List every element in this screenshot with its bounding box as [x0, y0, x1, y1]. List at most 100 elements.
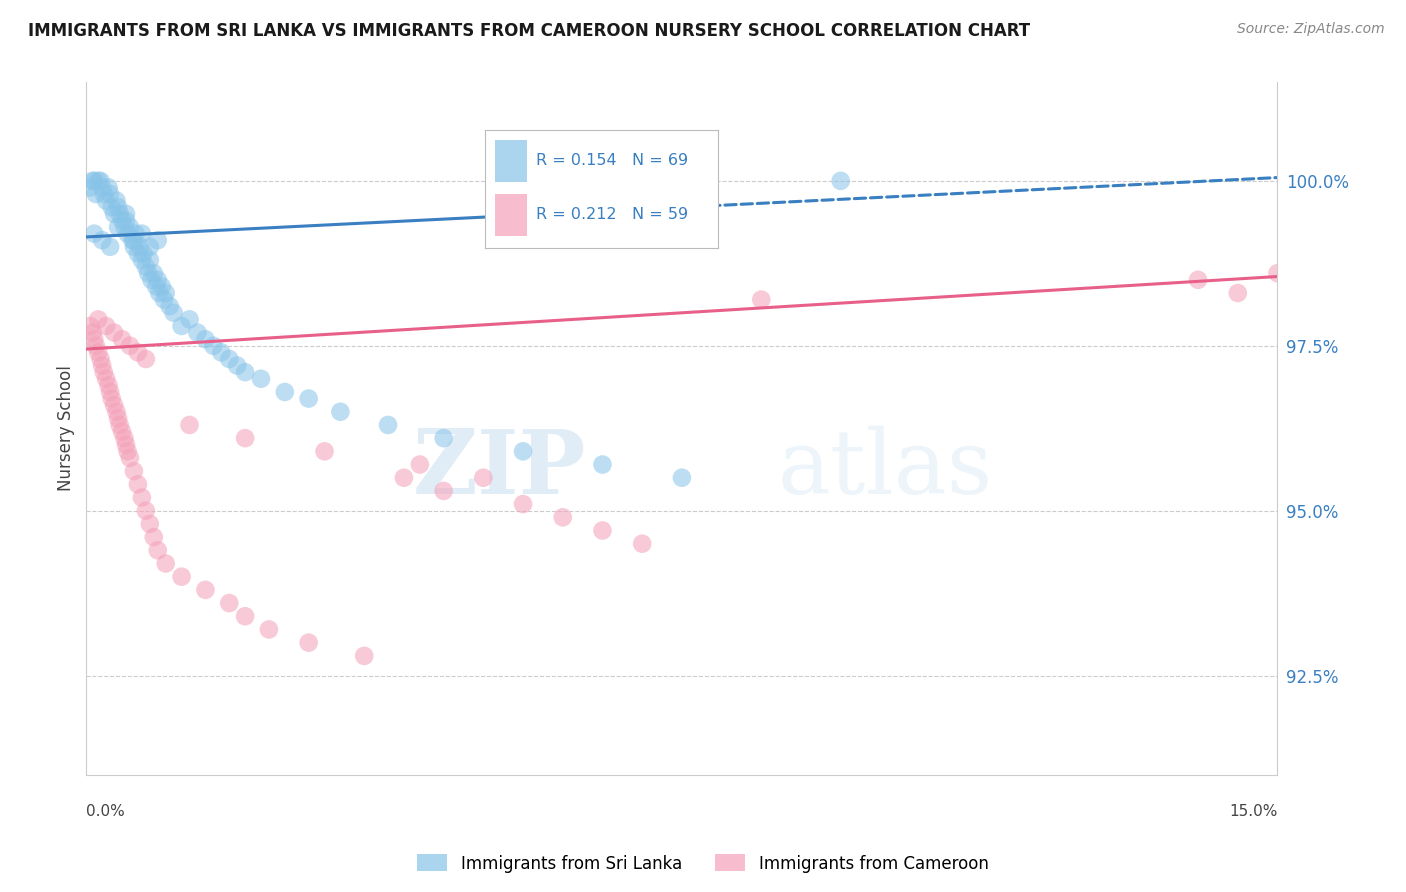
Point: [274, 384, 297, 399]
Text: ZIP: ZIP: [413, 426, 586, 513]
Point: [83, 174, 105, 188]
Point: [145, 279, 167, 293]
Point: [592, 458, 614, 472]
Point: [226, 359, 249, 373]
Point: [1187, 273, 1209, 287]
Point: [79, 180, 101, 194]
Point: [163, 306, 186, 320]
Point: [103, 207, 125, 221]
Point: [129, 240, 152, 254]
Point: [122, 233, 145, 247]
Point: [146, 273, 169, 287]
Point: [111, 332, 134, 346]
Point: [87, 174, 110, 188]
Point: [146, 233, 169, 247]
Point: [148, 285, 170, 300]
Point: [298, 392, 321, 406]
Point: [103, 398, 125, 412]
Point: [551, 510, 574, 524]
Point: [121, 233, 143, 247]
Point: [135, 351, 157, 366]
Point: [186, 326, 208, 340]
Point: [94, 318, 117, 333]
Point: [115, 207, 138, 221]
Point: [91, 180, 114, 194]
Point: [94, 372, 117, 386]
Point: [83, 332, 105, 346]
Point: [93, 365, 115, 379]
Point: [84, 187, 107, 202]
Text: Source: ZipAtlas.com: Source: ZipAtlas.com: [1237, 22, 1385, 37]
Point: [90, 174, 112, 188]
Legend: Immigrants from Sri Lanka, Immigrants from Cameroon: Immigrants from Sri Lanka, Immigrants fr…: [411, 847, 995, 880]
Point: [127, 246, 149, 260]
Point: [631, 537, 654, 551]
Point: [132, 246, 155, 260]
Point: [107, 411, 129, 425]
Point: [98, 187, 121, 202]
Point: [118, 339, 141, 353]
Point: [353, 648, 375, 663]
Point: [131, 253, 153, 268]
Point: [170, 318, 193, 333]
Y-axis label: Nursery School: Nursery School: [58, 366, 75, 491]
Point: [170, 569, 193, 583]
Point: [830, 174, 852, 188]
Point: [111, 425, 134, 439]
Point: [329, 405, 352, 419]
Point: [179, 312, 201, 326]
Point: [117, 444, 139, 458]
Point: [409, 458, 432, 472]
Point: [298, 635, 321, 649]
Point: [135, 260, 157, 274]
Point: [105, 194, 128, 208]
Point: [127, 345, 149, 359]
Point: [107, 220, 129, 235]
Point: [131, 227, 153, 241]
Point: [118, 450, 141, 465]
Point: [100, 392, 122, 406]
Point: [1226, 285, 1249, 300]
Point: [131, 491, 153, 505]
Point: [115, 438, 138, 452]
Point: [83, 227, 105, 241]
Point: [79, 318, 101, 333]
Point: [87, 312, 110, 326]
Point: [218, 596, 240, 610]
Point: [141, 273, 163, 287]
Point: [142, 266, 165, 280]
Point: [84, 339, 107, 353]
Point: [87, 345, 110, 359]
Point: [202, 339, 225, 353]
Point: [233, 431, 256, 445]
Point: [94, 194, 117, 208]
Point: [112, 220, 135, 235]
Point: [93, 187, 115, 202]
Point: [155, 285, 177, 300]
Point: [100, 200, 122, 214]
Point: [139, 516, 162, 531]
Point: [122, 464, 145, 478]
Point: [155, 557, 177, 571]
Point: [179, 417, 201, 432]
Point: [136, 266, 159, 280]
Point: [82, 174, 104, 188]
Point: [233, 365, 256, 379]
Point: [512, 444, 534, 458]
Point: [97, 378, 120, 392]
Point: [117, 227, 139, 241]
Point: [82, 326, 104, 340]
Point: [111, 213, 134, 227]
Point: [377, 417, 399, 432]
Point: [98, 240, 121, 254]
Point: [233, 609, 256, 624]
Point: [118, 220, 141, 235]
Text: atlas: atlas: [778, 426, 993, 514]
Point: [108, 417, 131, 432]
Point: [250, 372, 273, 386]
Point: [127, 477, 149, 491]
Point: [97, 180, 120, 194]
Point: [1267, 266, 1289, 280]
Point: [592, 524, 614, 538]
Point: [124, 227, 146, 241]
